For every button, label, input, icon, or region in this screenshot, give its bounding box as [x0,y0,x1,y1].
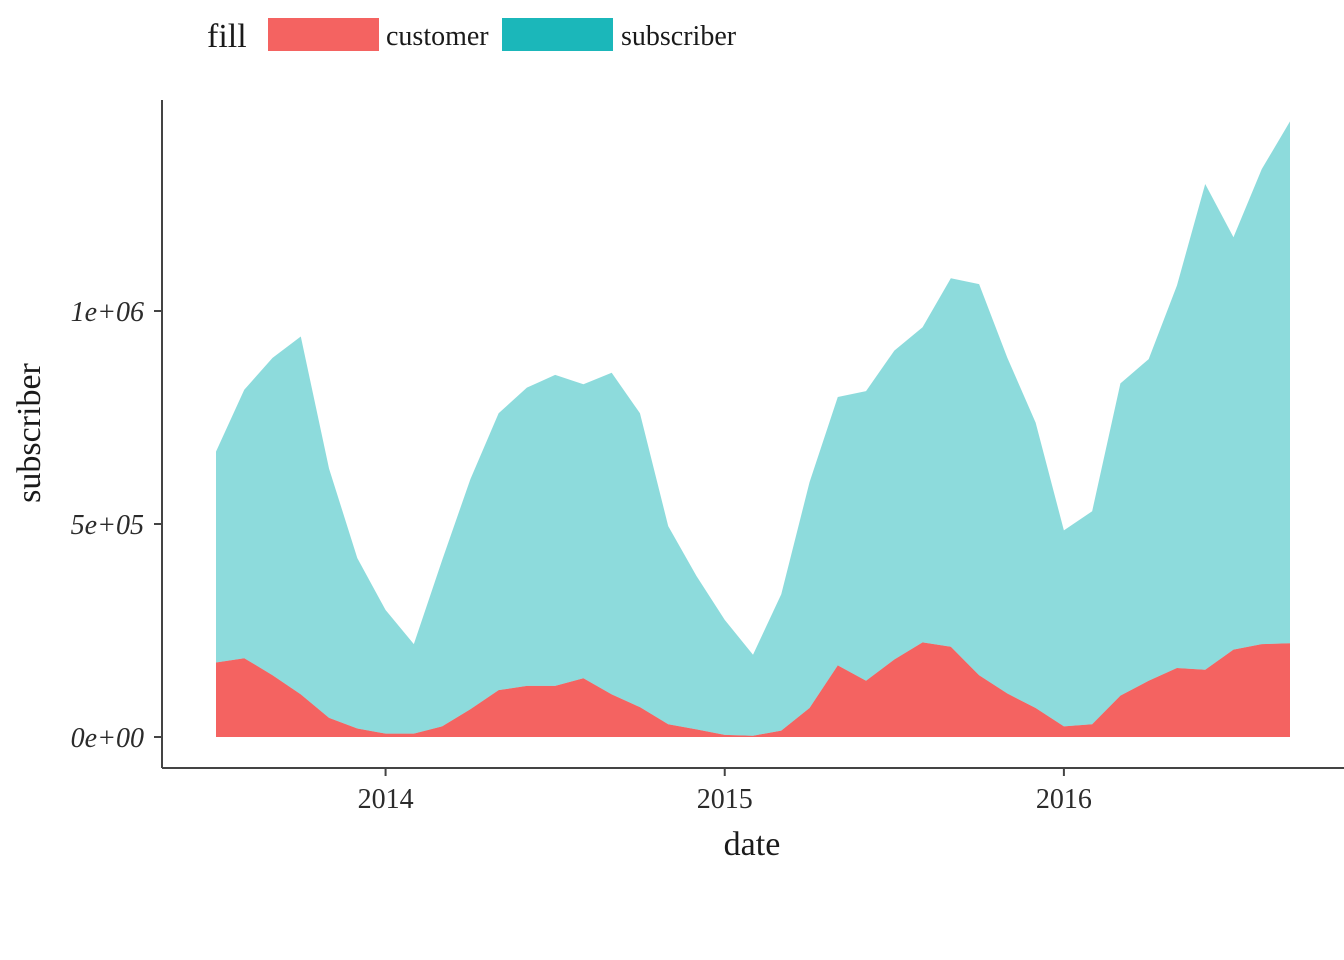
x-axis-ticks: 2014 2015 2016 [358,768,1092,815]
legend-label-subscriber: subscriber [621,21,737,52]
x-axis-title: date [724,826,781,863]
y-axis-ticks: 0e+00 5e+05 1e+06 [71,297,162,754]
area-subscriber [216,121,1290,736]
plot-area [216,121,1290,737]
y-tick-label: 0e+00 [71,723,144,754]
y-axis-title: subscriber [11,362,48,502]
legend-swatch-subscriber [502,18,613,51]
legend-title: fill [207,18,247,55]
x-tick-label: 2014 [358,784,414,815]
x-tick-label: 2015 [697,784,753,815]
y-tick-label: 5e+05 [71,510,144,541]
legend-swatch-customer [268,18,379,51]
y-tick-label: 1e+06 [71,297,144,328]
legend-label-customer: customer [386,21,489,52]
x-tick-label: 2016 [1036,784,1092,815]
legend: fill customer subscriber [207,18,737,55]
area-customer [216,642,1290,737]
